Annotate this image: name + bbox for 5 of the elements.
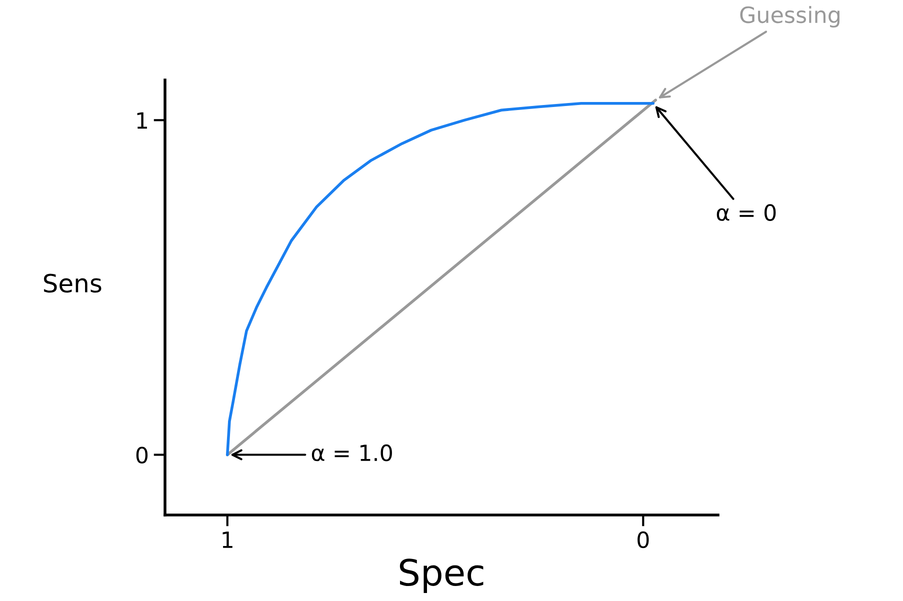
- y-axis-title: Sens: [44, 274, 102, 293]
- annotation: α = 1.0: [312, 444, 392, 462]
- annotation: Guessing: [740, 6, 840, 28]
- annotation: α = 0: [716, 204, 776, 221]
- x-axis-title: Spec: [400, 558, 484, 593]
